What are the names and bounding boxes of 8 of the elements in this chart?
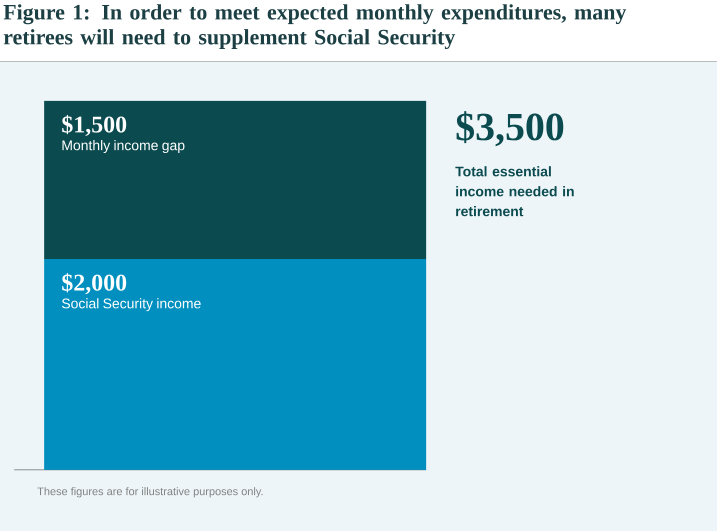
series-label: Monthly income gap <box>62 140 184 154</box>
total-label: $3,500 <box>456 111 564 146</box>
text: Total essential income needed in retirement <box>455 166 574 216</box>
series-label: Social Security income <box>62 298 201 312</box>
text: These figures are for illustrative purposes only. <box>37 487 263 498</box>
data-label: $1,500 <box>62 115 126 136</box>
data-label: $2,000 <box>62 273 126 294</box>
chart-title: Figure 1: In order to meet expected monthly expenditures, many retirees will need to supplement Social Security <box>4 4 626 50</box>
